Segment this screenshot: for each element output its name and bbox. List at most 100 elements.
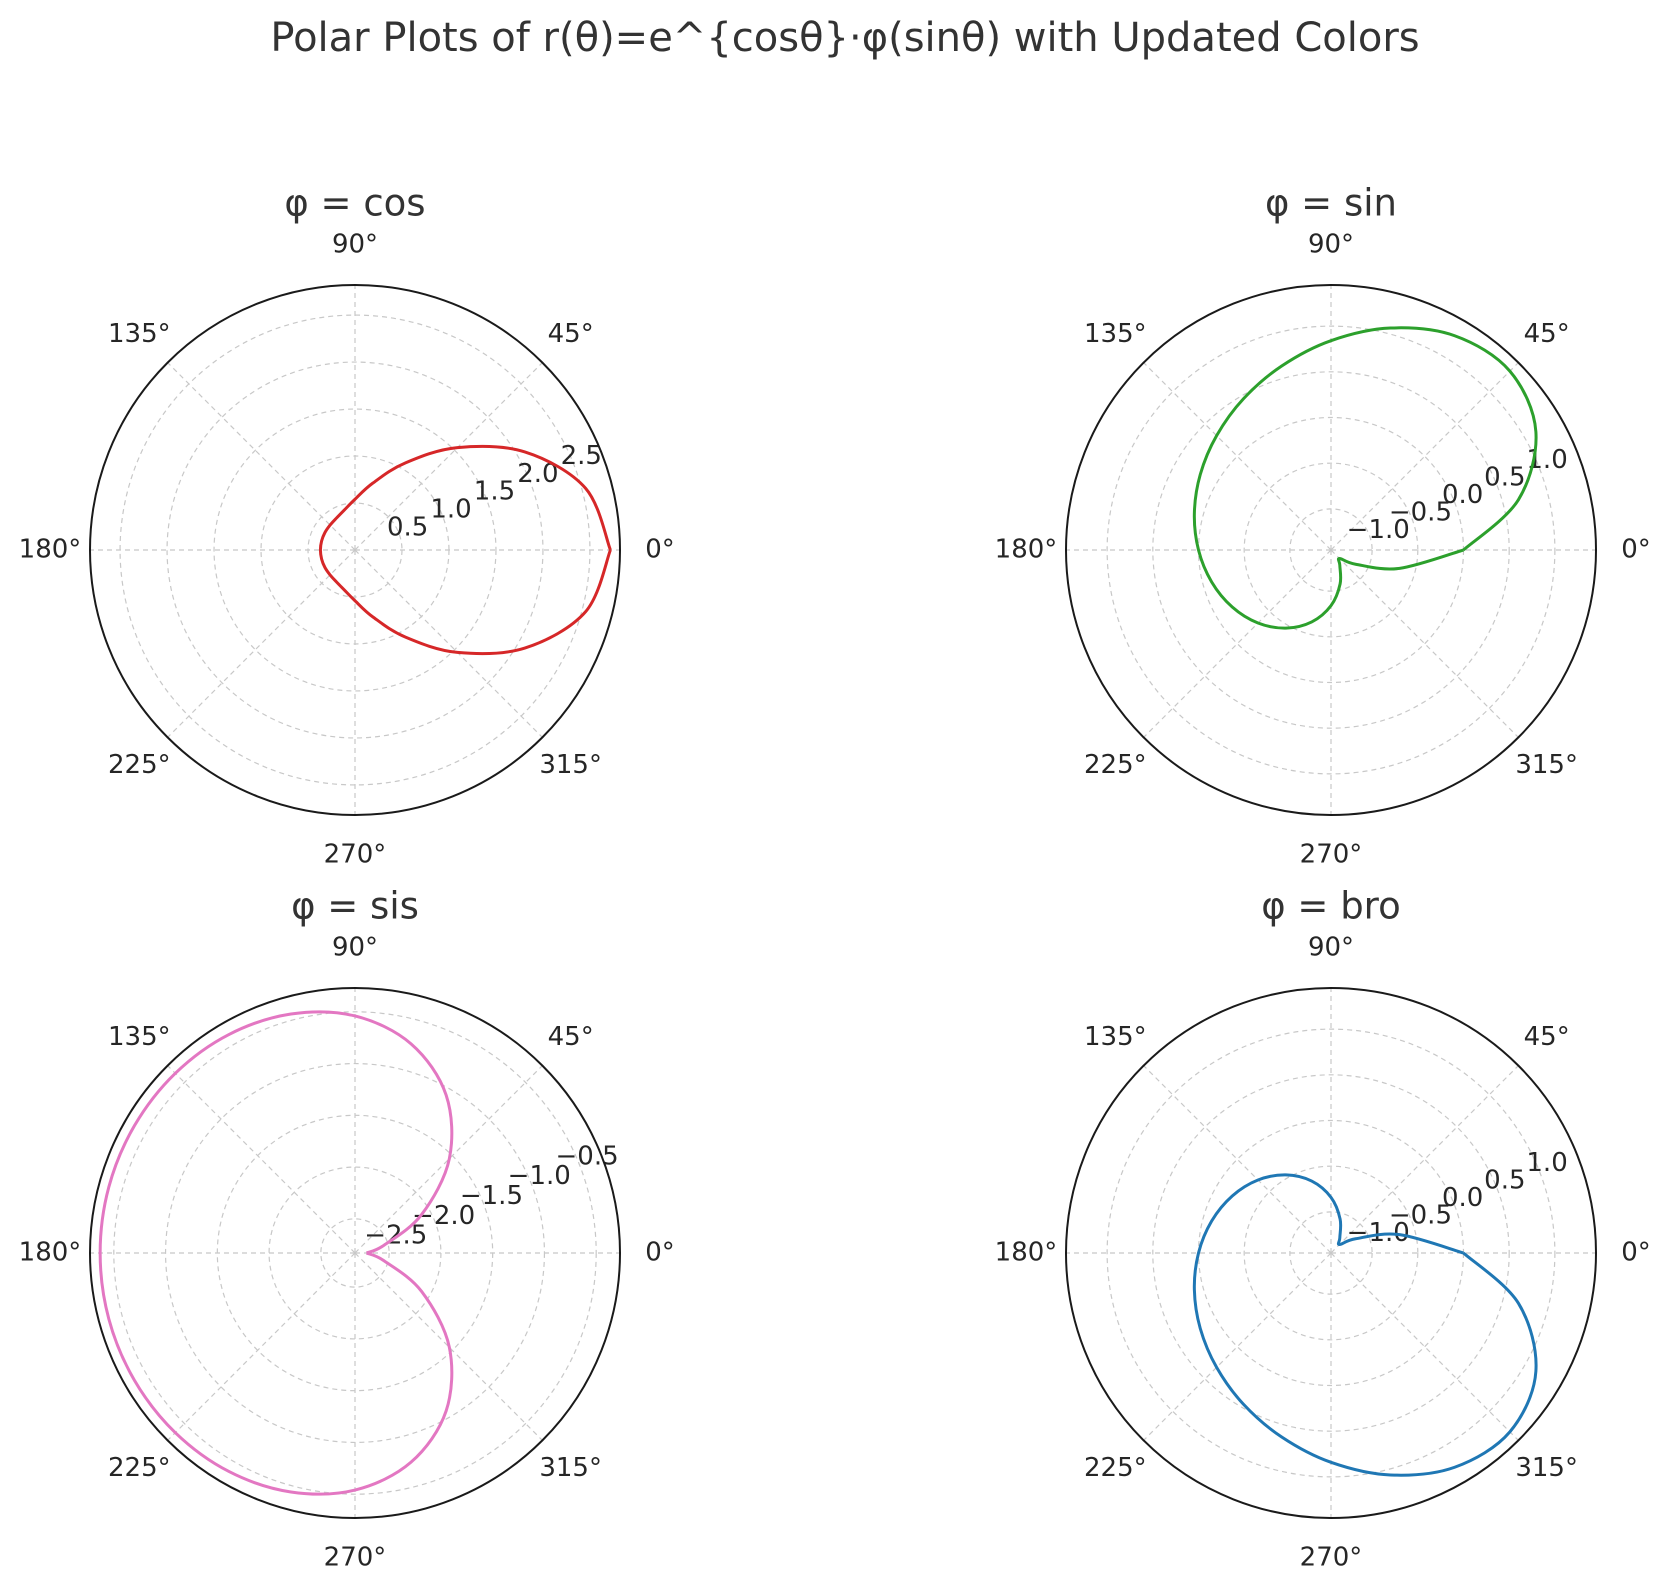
theta-tick-label: 315° xyxy=(539,1453,602,1483)
polar-axes: φ = cos0°45°90°135°180°225°270°315°0.51.… xyxy=(19,182,675,870)
theta-tick-label: 225° xyxy=(1084,1453,1147,1483)
theta-tick-label: 180° xyxy=(19,1238,82,1268)
theta-tick-label: 0° xyxy=(1621,1238,1651,1268)
polar-frame xyxy=(1065,284,1597,816)
r-tick-label: −1.5 xyxy=(460,1181,523,1211)
r-tick-label: 1.0 xyxy=(430,495,471,525)
r-grid-line xyxy=(113,1011,597,1495)
r-tick-label: 1.0 xyxy=(1526,1148,1567,1178)
r-grid-line xyxy=(1243,1165,1419,1341)
theta-tick-label: 180° xyxy=(995,1238,1058,1268)
theta-grid-line xyxy=(354,1252,543,1441)
r-grid-line xyxy=(119,314,591,786)
theta-grid-line xyxy=(1143,549,1332,738)
r-grid-line xyxy=(1152,1074,1510,1432)
r-tick-label: 0.0 xyxy=(1442,480,1483,510)
subplot-title: φ = sis xyxy=(291,885,419,928)
theta-tick-label: 270° xyxy=(324,840,387,870)
r-tick-label: −0.5 xyxy=(1389,1200,1452,1230)
r-grid-line xyxy=(268,1166,442,1340)
theta-tick-label: 315° xyxy=(1515,750,1578,780)
r-tick-label: −1.0 xyxy=(508,1161,571,1191)
subplot-title: φ = cos xyxy=(284,182,425,225)
r-tick-label: 0.0 xyxy=(1442,1183,1483,1213)
r-tick-label: 1.5 xyxy=(474,477,515,507)
theta-grid-line xyxy=(354,1065,543,1254)
r-tick-label: −2.0 xyxy=(412,1201,475,1231)
theta-tick-label: 225° xyxy=(108,1453,171,1483)
polar-axes: φ = bro 0° 45° 90° 135° 180° 225° 270° 315° −1.0−… xyxy=(995,885,1651,1573)
r-grid-line xyxy=(1106,1028,1556,1478)
r-grid-line xyxy=(1152,371,1510,729)
subplot-title: φ = bro xyxy=(1261,885,1400,928)
theta-tick-label: 270° xyxy=(1300,1543,1363,1573)
polar-line xyxy=(1192,1173,1538,1477)
r-tick-label: 0.5 xyxy=(387,513,428,543)
theta-tick-label: 180° xyxy=(19,535,82,565)
figure-title: Polar Plots of r(θ)=e^{cosθ}·φ(sinθ) wit… xyxy=(270,15,1419,61)
polar-frame xyxy=(89,284,621,816)
theta-grid-line xyxy=(1330,1252,1519,1441)
r-grid-line xyxy=(216,1114,494,1392)
theta-tick-label: 225° xyxy=(108,750,171,780)
polar-frame xyxy=(1065,987,1597,1519)
theta-tick-label: 45° xyxy=(548,319,594,349)
theta-grid-line xyxy=(1143,1252,1332,1441)
polar-axes: φ = sin 0° 45° 90° 135° 180° 225° 270° 315° −1.0−… xyxy=(995,182,1651,870)
theta-tick-label: 0° xyxy=(1621,535,1651,565)
theta-tick-label: 45° xyxy=(1524,1022,1570,1052)
theta-tick-label: 270° xyxy=(1300,840,1363,870)
theta-tick-label: 315° xyxy=(1515,1453,1578,1483)
theta-tick-label: 45° xyxy=(548,1022,594,1052)
theta-tick-label: 90° xyxy=(332,230,378,260)
r-grid-line xyxy=(1289,508,1373,592)
theta-grid-line xyxy=(1143,1065,1332,1254)
r-grid-line xyxy=(1106,325,1556,775)
r-grid-line xyxy=(260,455,450,645)
subplot-title: φ = sin xyxy=(1265,182,1397,225)
theta-tick-label: 90° xyxy=(1308,230,1354,260)
theta-grid-line xyxy=(1330,549,1519,738)
theta-tick-label: 90° xyxy=(332,933,378,963)
r-grid-line xyxy=(164,1062,546,1444)
r-tick-label: −1.0 xyxy=(1347,1218,1410,1248)
polar-frame xyxy=(89,987,621,1519)
r-tick-label: −1.0 xyxy=(1347,515,1410,545)
r-tick-label: 2.5 xyxy=(561,441,602,471)
r-grid-line xyxy=(213,408,497,692)
r-grid-line xyxy=(1289,1211,1373,1295)
theta-grid-line xyxy=(354,362,543,551)
theta-tick-label: 135° xyxy=(108,319,171,349)
theta-grid-line xyxy=(1330,362,1519,551)
r-tick-label: 0.5 xyxy=(1484,1165,1525,1195)
r-tick-label: −0.5 xyxy=(556,1141,619,1171)
theta-tick-label: 180° xyxy=(995,535,1058,565)
theta-grid-line xyxy=(1330,1065,1519,1254)
polar-line xyxy=(98,1010,454,1496)
theta-tick-label: 0° xyxy=(645,535,675,565)
theta-grid-line xyxy=(167,549,356,738)
theta-tick-label: 315° xyxy=(539,750,602,780)
r-tick-label: 0.5 xyxy=(1484,462,1525,492)
r-grid-line xyxy=(166,361,544,739)
theta-tick-label: 45° xyxy=(1524,319,1570,349)
theta-tick-label: 135° xyxy=(108,1022,171,1052)
theta-grid-line xyxy=(1143,362,1332,551)
theta-tick-label: 135° xyxy=(1084,319,1147,349)
theta-grid-line xyxy=(167,1065,356,1254)
polar-axes: φ = sis0°45°90°135°180°225°270°315°−2.5−… xyxy=(19,885,675,1573)
polar-line xyxy=(318,444,612,656)
theta-grid-line xyxy=(354,549,543,738)
r-tick-label: −0.5 xyxy=(1389,497,1452,527)
theta-tick-label: 90° xyxy=(1308,933,1354,963)
theta-tick-label: 135° xyxy=(1084,1022,1147,1052)
theta-grid-line xyxy=(167,362,356,551)
r-grid-line xyxy=(320,1218,390,1288)
theta-tick-label: 225° xyxy=(1084,750,1147,780)
r-grid-line xyxy=(307,502,403,598)
theta-tick-label: 0° xyxy=(645,1238,675,1268)
r-grid-line xyxy=(1243,462,1419,638)
polar-line xyxy=(1192,326,1538,630)
theta-grid-line xyxy=(167,1252,356,1441)
